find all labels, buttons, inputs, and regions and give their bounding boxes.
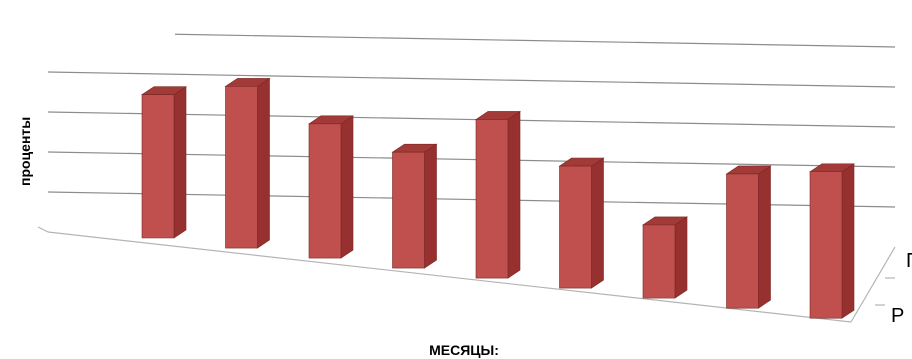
y-axis-title: проценты — [17, 117, 33, 186]
gridline — [47, 151, 896, 168]
x-axis-title: МЕСЯЦЫ: — [429, 342, 499, 358]
bar — [809, 163, 855, 319]
bar-side — [591, 157, 604, 289]
bars — [141, 77, 855, 319]
bar-side — [674, 216, 688, 299]
depth-tick-label: П — [906, 250, 912, 272]
wall-edge — [37, 226, 49, 233]
bar — [475, 110, 521, 279]
bar-front — [642, 224, 676, 299]
bar — [725, 165, 772, 309]
bar-side — [424, 143, 437, 269]
depth-tick-label: Р — [891, 305, 904, 327]
bar-front — [809, 171, 843, 319]
bar — [224, 77, 271, 249]
bar-side — [841, 163, 855, 319]
bar — [642, 216, 688, 299]
floor-edge — [47, 231, 852, 323]
bar-front — [726, 173, 759, 309]
bar — [391, 143, 438, 269]
bar-side — [340, 115, 354, 259]
bar — [558, 157, 605, 289]
gridline — [47, 111, 896, 128]
bar-front — [475, 119, 509, 279]
bar-front — [308, 123, 342, 259]
gridline — [174, 33, 896, 48]
bar-side — [173, 86, 187, 239]
gridline — [47, 71, 896, 88]
floor-edge — [850, 246, 896, 323]
bar-front — [559, 165, 592, 289]
bar-front — [141, 94, 175, 239]
bar — [308, 115, 354, 259]
bar-front — [225, 86, 258, 249]
bar-front — [392, 151, 425, 269]
bar — [141, 86, 187, 239]
bar-side — [758, 165, 771, 309]
bar-side — [257, 77, 270, 249]
bar-side — [507, 110, 521, 279]
